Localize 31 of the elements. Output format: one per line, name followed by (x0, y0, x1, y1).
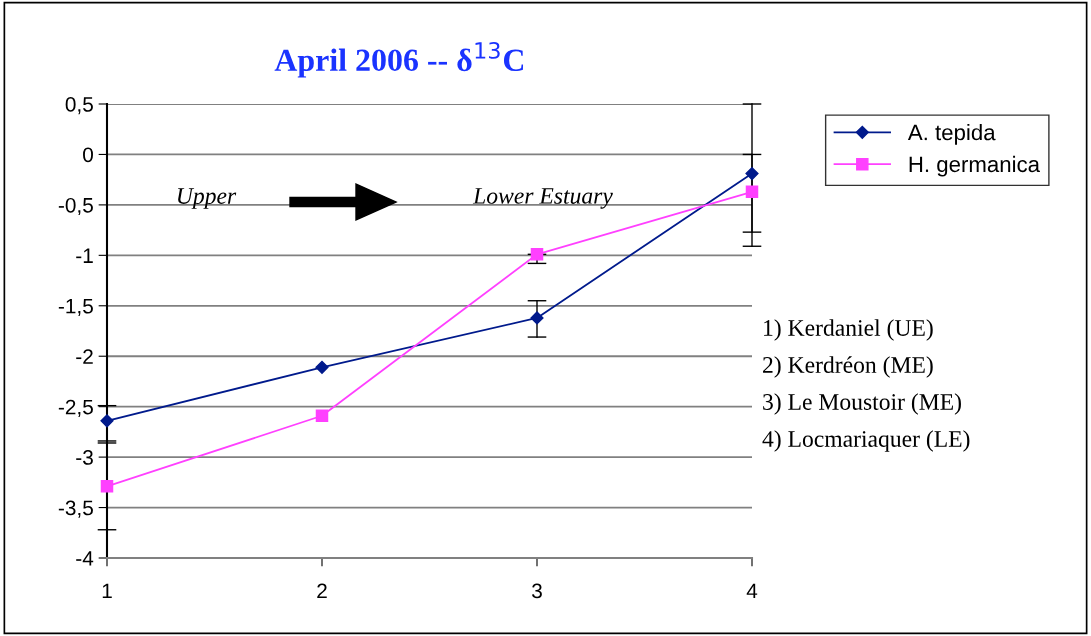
legend-label: A. tepida (907, 124, 996, 145)
point (315, 360, 329, 374)
y-tick-label: 0 (83, 147, 93, 163)
point (100, 414, 114, 428)
y-tick-label: -4 (76, 551, 94, 566)
text: 1) Kerdaniel (UE) (764, 319, 933, 341)
annotation: Upper (178, 188, 237, 209)
x-tick-label: 4 (746, 583, 758, 599)
point (745, 167, 759, 181)
point (745, 185, 759, 199)
y-tick-label: -2 (76, 349, 93, 364)
y-tick-label: -1 (76, 248, 93, 263)
text: 3) Le Moustoir (ME) (763, 393, 961, 415)
x-tick-label: 3 (532, 583, 542, 599)
point (530, 248, 544, 261)
y-tick-label: -1,5 (58, 298, 93, 316)
point (315, 409, 329, 422)
legend-label: H. germanica (909, 155, 1041, 177)
point (530, 311, 544, 325)
point (100, 480, 114, 493)
text: 2) Kerdréon (ME) (763, 356, 933, 378)
y-tick-label: -0,5 (58, 197, 93, 216)
y-tick-label: -2,5 (58, 399, 93, 417)
text: 4) Locmariaquer (LE) (762, 430, 970, 452)
y-tick-label: -3,5 (58, 500, 93, 518)
annotation: Lower Estuary (472, 188, 613, 209)
x-tick-label: 2 (317, 583, 327, 599)
chart-title: April 2006 -- δ$^{13}$C (274, 41, 524, 78)
y-tick-label: -3 (76, 450, 93, 465)
y-tick-label: 0,5 (65, 97, 93, 115)
x-tick-label: 1 (102, 583, 112, 599)
